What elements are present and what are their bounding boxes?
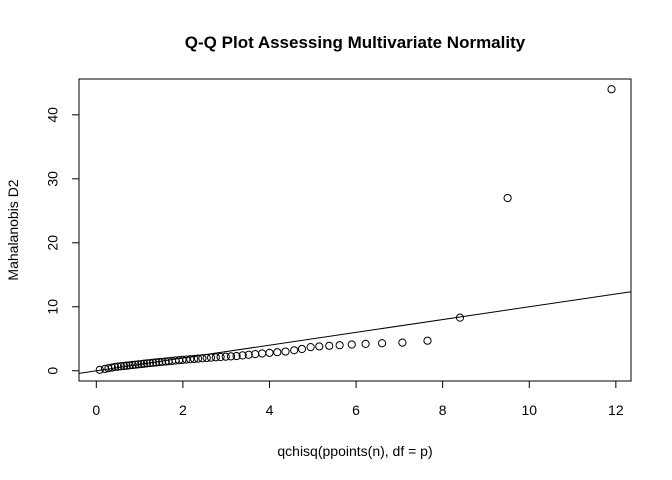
data-point [281,347,290,356]
data-point [161,357,170,366]
data-point [226,352,236,361]
y-axis-label: Mahalanobis D2 [5,179,21,280]
data-point [297,344,307,354]
data-point [361,339,370,348]
data-point [134,360,143,369]
x-tick-label: 6 [352,402,360,418]
data-point [107,363,117,372]
data-point [423,336,432,345]
data-point [182,355,191,364]
data-point [190,354,199,364]
data-point [290,346,299,355]
data-point [186,355,195,364]
data-points [95,85,616,374]
data-point [607,85,616,94]
data-point [238,351,247,360]
y-tick-label: 20 [45,235,61,251]
data-point [158,357,167,366]
x-tick-label: 10 [521,402,537,418]
data-point [139,359,149,368]
data-point [154,358,164,367]
data-point [198,354,207,363]
x-tick-label: 12 [608,402,624,418]
y-tick-label: 0 [45,367,61,375]
data-point [110,362,120,372]
data-point [221,352,230,361]
x-tick-label: 8 [439,402,447,418]
x-axis: 0 2 4 6 8 10 12 [92,380,624,418]
y-tick-label: 10 [45,299,61,315]
data-point [258,349,267,358]
data-point [347,340,356,349]
data-point [232,351,241,361]
data-point [113,362,123,371]
data-point [206,353,216,362]
x-tick-label: 4 [266,402,274,418]
data-point [273,348,282,357]
reference-line [78,291,632,374]
data-point [104,364,113,373]
plot-frame [78,78,632,382]
data-point [398,338,407,347]
data-point [125,361,134,370]
data-point [137,359,146,369]
data-point [335,341,344,350]
data-point [116,362,126,371]
data-point [142,359,152,368]
data-point [178,355,187,364]
y-tick-label: 30 [45,171,61,187]
data-point [95,365,104,374]
x-axis-label: qchisq(ppoints(n), df = p) [277,443,432,459]
data-point [216,352,225,362]
data-point [244,350,253,359]
data-point [148,358,158,367]
reference-line-group [78,291,632,374]
data-point [119,361,129,371]
data-point [131,360,140,369]
data-point [151,358,161,367]
data-point [128,360,137,370]
data-point [145,358,155,368]
data-point [377,339,387,348]
data-point [265,348,274,357]
data-point [455,313,465,322]
data-point [122,361,131,370]
data-point [202,353,211,363]
chart-title: Q-Q Plot Assessing Multivariate Normalit… [185,33,526,52]
data-point [306,342,315,352]
x-tick-label: 0 [92,402,100,418]
x-tick-label: 2 [179,402,187,418]
data-point [315,342,324,351]
y-tick-label: 40 [45,107,61,123]
data-point [325,341,334,350]
data-point [503,193,512,203]
data-point [193,354,203,363]
data-point [211,353,220,362]
y-axis: 0 10 20 30 40 [45,107,80,375]
